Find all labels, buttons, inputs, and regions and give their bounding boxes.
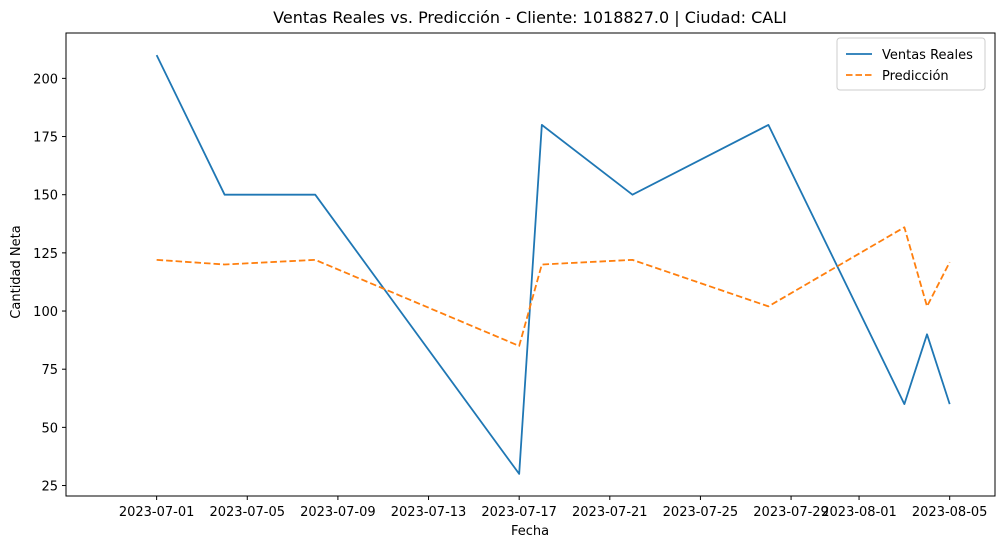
x-tick-label: 2023-07-17 — [481, 505, 557, 520]
y-tick-label: 75 — [41, 363, 58, 378]
legend-label-0: Ventas Reales — [882, 48, 973, 63]
y-tick-label: 175 — [33, 131, 58, 146]
x-tick-label: 2023-07-29 — [753, 505, 829, 520]
x-tick-label: 2023-07-25 — [663, 505, 739, 520]
legend: Ventas Reales Predicción — [836, 37, 986, 91]
y-tick-label: 25 — [41, 480, 58, 495]
x-axis-label: Fecha — [511, 524, 549, 539]
legend-box — [836, 37, 986, 91]
x-tick-label: 2023-07-05 — [209, 505, 285, 520]
legend-label-1: Predicción — [882, 69, 949, 84]
x-tick-label: 2023-08-05 — [912, 505, 988, 520]
y-tick-label: 125 — [33, 247, 58, 262]
series-line-0 — [155, 54, 951, 475]
y-tick-label: 150 — [33, 189, 58, 204]
plot-area: 2023-07-01 2023-07-05 2023-07-09 2023-07-13… — [33, 32, 996, 520]
y-tick-label: 100 — [33, 305, 58, 320]
x-tick-label: 2023-07-21 — [572, 505, 648, 520]
y-tick-label: 200 — [33, 72, 58, 87]
x-tick-label: 2023-07-13 — [391, 505, 467, 520]
y-axis-label: Cantidad Neta — [9, 225, 24, 318]
x-tick-label: 2023-07-01 — [119, 505, 195, 520]
plot-frame — [65, 32, 996, 497]
x-tick-label: 2023-07-09 — [300, 505, 376, 520]
series-line-1 — [156, 226, 951, 347]
y-tick-label: 50 — [41, 421, 58, 436]
x-tick-label: 2023-08-01 — [821, 505, 897, 520]
chart-title: Ventas Reales vs. Predicción - Cliente: … — [273, 8, 787, 27]
